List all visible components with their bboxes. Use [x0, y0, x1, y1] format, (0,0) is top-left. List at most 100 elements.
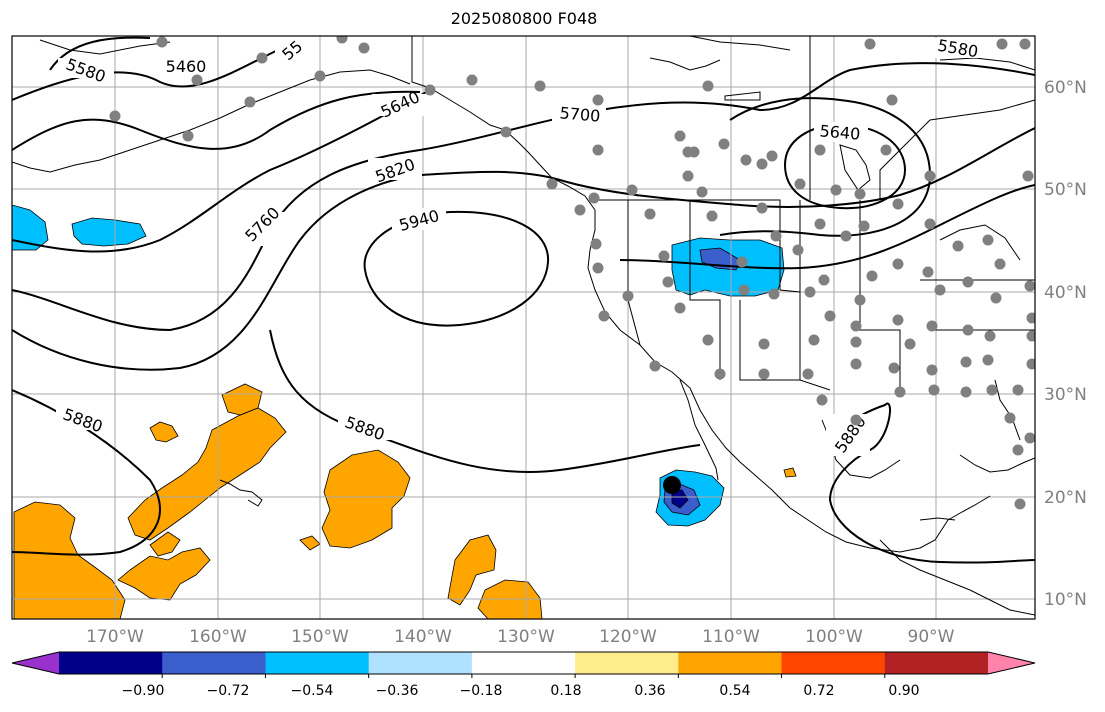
colorbar-segment — [471, 652, 576, 674]
colorbar-tick-label: 0.72 — [803, 683, 835, 699]
station-dot — [182, 130, 194, 142]
station-dot — [982, 354, 994, 366]
station-dot — [816, 394, 828, 406]
station-dot — [866, 270, 878, 282]
height-contours — [12, 36, 1035, 564]
station-markers — [109, 36, 1035, 510]
station-dot — [952, 240, 964, 252]
lon-label: 110°W — [702, 627, 760, 647]
station-dot — [926, 320, 938, 332]
station-dot — [714, 368, 726, 380]
station-dot — [466, 74, 478, 86]
station-dot — [808, 334, 820, 346]
station-dot — [792, 244, 804, 256]
colorbar-extend-max — [988, 652, 1035, 674]
station-dot — [1014, 498, 1026, 510]
station-dot — [850, 414, 862, 426]
station-dot — [824, 310, 836, 322]
station-dot — [740, 154, 752, 166]
station-dot — [924, 170, 936, 182]
station-dot — [924, 218, 936, 230]
station-dot — [886, 94, 898, 106]
station-dot — [1024, 432, 1035, 444]
station-dot — [770, 230, 782, 242]
lon-label: 120°W — [599, 627, 657, 647]
station-dot — [1024, 280, 1035, 292]
grid-lines — [12, 36, 1035, 619]
station-dot — [894, 386, 906, 398]
station-dot — [888, 362, 900, 374]
colorbar-tick-label: 0.18 — [550, 683, 582, 699]
lon-label: 100°W — [805, 627, 863, 647]
station-dot — [622, 290, 634, 302]
contour-label-5460: 5460 — [166, 57, 207, 76]
station-dot — [996, 38, 1008, 50]
station-dot — [696, 186, 708, 198]
lon-label: 130°W — [497, 627, 555, 647]
station-dot — [702, 334, 714, 346]
station-dot — [850, 358, 862, 370]
station-dot — [880, 144, 892, 156]
longitude-labels: 170°W 160°W 150°W 140°W 130°W 120°W 110°… — [86, 627, 955, 647]
station-dot — [314, 70, 326, 82]
station-dot — [644, 208, 656, 220]
lon-label: 160°W — [189, 627, 247, 647]
station-dot — [674, 130, 686, 142]
station-dot — [1022, 170, 1034, 182]
contour-label-5700: 5700 — [559, 103, 601, 125]
station-dot — [588, 192, 600, 204]
station-dot — [1012, 444, 1024, 456]
colorbar-segment — [678, 652, 783, 674]
map-frame — [11, 35, 1036, 620]
colorbar-segment — [884, 652, 989, 674]
station-dot — [768, 288, 780, 300]
station-dot — [156, 36, 168, 48]
station-dot — [1019, 38, 1031, 50]
colorbar-segment — [368, 652, 473, 674]
station-dot — [994, 258, 1006, 270]
coastlines — [12, 36, 1035, 616]
station-dot — [1004, 412, 1016, 424]
colorbar-segment — [265, 652, 370, 674]
colorbar-tick-label: 0.36 — [634, 683, 666, 699]
station-dot — [830, 184, 842, 196]
lat-label: 50°N — [1044, 180, 1087, 200]
station-dot — [858, 220, 870, 232]
station-dot — [960, 386, 972, 398]
station-dot — [794, 178, 806, 190]
station-dot — [814, 144, 826, 156]
lat-label: 40°N — [1044, 283, 1087, 303]
colorbar-tick-label: 0.90 — [888, 683, 920, 699]
station-dot — [534, 80, 546, 92]
lat-label: 10°N — [1044, 590, 1087, 610]
station-dot — [191, 74, 203, 86]
station-dot — [818, 274, 830, 286]
station-dot — [864, 38, 876, 50]
colorbar-tick-label: −0.72 — [206, 683, 250, 699]
station-dot — [1012, 384, 1024, 396]
map-title: 2025080800 F048 — [450, 9, 598, 28]
station-dot — [109, 110, 121, 122]
station-dot — [702, 80, 714, 92]
colorbar-segment — [59, 652, 163, 674]
colorbar-tick-label: 0.54 — [719, 683, 751, 699]
colorbar-tick-label: −0.54 — [290, 683, 334, 699]
station-dot — [592, 262, 604, 274]
station-dot — [854, 294, 866, 306]
station-dot — [738, 284, 750, 296]
lon-label: 170°W — [86, 627, 144, 647]
station-dot — [926, 364, 938, 376]
contour-labels: 5460 55 5580 5580 5640 5640 5700 5760 58… — [56, 36, 984, 456]
station-dot — [592, 94, 604, 106]
station-dot — [758, 338, 770, 350]
station-dot — [736, 256, 748, 268]
station-dot — [756, 158, 768, 170]
lon-label: 150°W — [291, 627, 349, 647]
colorbar-extend-min — [12, 652, 59, 674]
station-dot — [336, 36, 348, 44]
station-dot — [1026, 358, 1035, 370]
lat-label: 60°N — [1044, 78, 1087, 98]
station-dot — [840, 230, 852, 242]
colorbar-segment — [781, 652, 886, 674]
